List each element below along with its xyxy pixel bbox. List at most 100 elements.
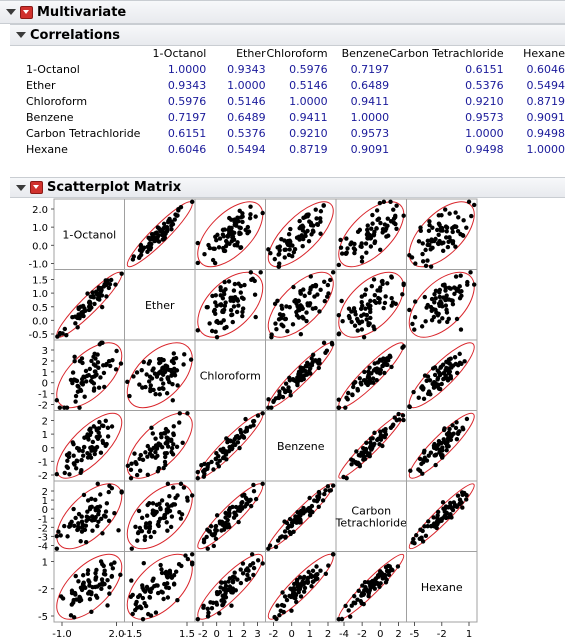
data-point <box>309 232 314 237</box>
data-point <box>307 495 312 501</box>
data-point <box>382 300 388 306</box>
data-point <box>88 505 93 510</box>
data-point <box>133 524 138 530</box>
data-point <box>291 284 296 290</box>
data-point <box>286 252 292 258</box>
density-ellipse <box>56 412 123 479</box>
data-point <box>75 389 81 394</box>
data-point <box>293 297 298 303</box>
red-triangle-menu-icon[interactable] <box>20 5 33 19</box>
data-point <box>150 368 155 373</box>
data-point <box>471 202 477 208</box>
data-point <box>178 204 184 210</box>
data-point <box>339 251 345 256</box>
data-point <box>161 515 166 521</box>
data-point <box>157 392 163 397</box>
data-point <box>238 290 243 295</box>
data-point <box>143 523 149 529</box>
data-point <box>446 239 451 245</box>
data-point <box>137 382 142 387</box>
data-point <box>236 219 241 224</box>
data-point <box>418 228 423 233</box>
data-point <box>240 561 246 566</box>
data-point <box>238 567 243 572</box>
data-point <box>316 361 321 366</box>
data-point <box>75 445 80 451</box>
data-point <box>218 285 223 290</box>
data-point <box>158 562 163 568</box>
data-point <box>367 365 372 370</box>
data-point <box>82 435 87 440</box>
data-point <box>145 443 151 449</box>
y-tick-label: -2 <box>38 585 48 596</box>
data-point <box>87 366 93 372</box>
data-point <box>161 357 166 363</box>
data-point <box>135 530 141 536</box>
data-point <box>458 273 463 278</box>
data-point <box>307 513 313 518</box>
data-point <box>346 313 352 319</box>
data-point <box>67 451 72 456</box>
data-point <box>69 602 74 607</box>
data-point <box>374 576 379 581</box>
data-point <box>292 581 297 587</box>
data-point <box>214 318 220 324</box>
data-point <box>157 370 162 375</box>
red-triangle-menu-icon[interactable] <box>30 181 43 194</box>
data-point <box>400 413 406 418</box>
data-point <box>182 352 187 357</box>
correlations-header[interactable]: Correlations <box>10 24 565 46</box>
data-point <box>81 444 87 450</box>
corr-corner <box>26 45 148 61</box>
data-point <box>234 309 240 315</box>
data-point <box>388 425 394 430</box>
data-point <box>364 232 370 237</box>
data-point <box>87 300 93 306</box>
data-point <box>211 467 216 472</box>
data-point <box>143 450 148 455</box>
data-point <box>159 377 164 382</box>
data-point <box>214 237 219 243</box>
data-point <box>362 588 367 593</box>
data-point <box>450 423 455 428</box>
data-point <box>195 328 201 333</box>
data-point <box>104 441 109 447</box>
collapse-triangle-icon[interactable] <box>6 9 16 15</box>
data-point <box>281 324 286 329</box>
data-point <box>150 431 155 436</box>
data-point <box>208 600 213 605</box>
multivariate-header[interactable]: Multivariate <box>0 0 565 24</box>
data-point <box>144 372 149 377</box>
data-point <box>364 317 369 322</box>
corr-row: Ether 0.9343 1.0000 0.5146 0.6489 0.5376 0.549… <box>26 77 565 93</box>
data-point <box>389 274 394 279</box>
corr-row-label: Hexane <box>26 142 68 156</box>
data-point <box>317 309 322 314</box>
corr-cell: 0.7197 <box>350 62 390 76</box>
data-point <box>441 376 446 382</box>
data-point <box>306 239 312 244</box>
data-point <box>139 528 145 534</box>
corr-cell: 1.0000 <box>465 126 504 140</box>
data-point <box>214 600 219 605</box>
data-point <box>86 437 91 442</box>
data-point <box>383 294 388 299</box>
data-point <box>422 294 428 300</box>
corr-cell: 1.0000 <box>289 94 328 108</box>
data-point <box>344 236 349 241</box>
data-point <box>397 417 402 422</box>
data-point <box>314 498 320 504</box>
collapse-triangle-icon[interactable] <box>16 32 26 38</box>
data-point <box>175 493 180 498</box>
data-point <box>232 575 237 580</box>
collapse-triangle-icon[interactable] <box>16 184 26 191</box>
data-point <box>243 429 248 434</box>
data-point <box>446 444 451 449</box>
data-point <box>286 231 292 237</box>
y-tick-label: 2.0 <box>32 205 48 216</box>
data-point <box>206 242 211 248</box>
data-point <box>362 378 368 383</box>
y-tick-label: 0.0 <box>32 316 48 327</box>
scatterplot-matrix-header[interactable]: Scatterplot Matrix <box>10 177 565 198</box>
data-point <box>436 221 442 226</box>
